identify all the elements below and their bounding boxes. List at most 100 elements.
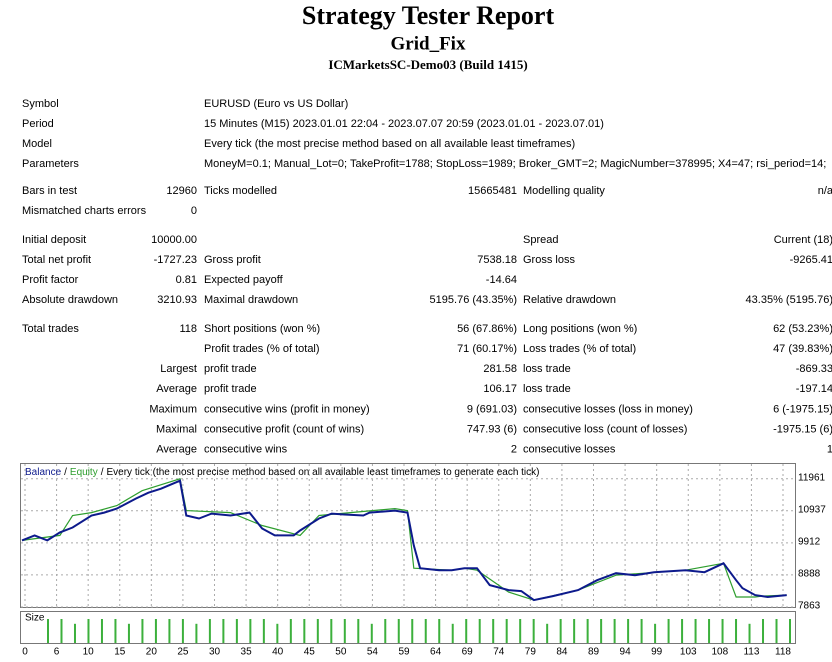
report-cell: -197.14 [796, 383, 832, 395]
report-cell: EURUSD (Euro vs US Dollar) [204, 98, 348, 110]
report-cell: consecutive wins [204, 444, 288, 456]
chart-caption: Every tick (the most precise method base… [107, 467, 540, 478]
report-cell: consecutive losses [523, 444, 616, 456]
report-cell: 0 [191, 205, 197, 217]
size-bar [289, 619, 292, 643]
size-bar [492, 619, 495, 643]
report-cell: 2 [511, 444, 517, 456]
report-cell: 12960 [166, 185, 197, 197]
size-bar [114, 619, 117, 643]
size-bar [451, 623, 454, 643]
report-cell: Mismatched charts errors [22, 205, 147, 217]
series-line [21, 478, 787, 601]
size-bar [438, 619, 441, 643]
size-bar [87, 619, 90, 643]
report-cell: consecutive losses (loss in money) [523, 403, 693, 415]
report-cell: Gross profit [204, 254, 261, 266]
size-bar [60, 619, 63, 643]
size-bar [654, 623, 657, 643]
x-tick-label: 0 [22, 647, 28, 658]
size-frame [20, 611, 796, 644]
report-cell: 281.58 [483, 363, 517, 375]
expert-name: Grid_Fix [391, 33, 466, 54]
size-bar [208, 619, 211, 643]
report-cell: 71 (60.17%) [457, 343, 517, 355]
size-bar [667, 619, 670, 643]
size-bar [262, 619, 265, 643]
size-bar [47, 619, 49, 643]
server-name: ICMarketsSC-Demo03 (Build 1415) [328, 57, 527, 72]
size-bar [789, 619, 791, 643]
report-cell: consecutive loss (count of losses) [523, 423, 687, 435]
size-bar [127, 623, 130, 643]
x-tick-label: 54 [367, 647, 379, 658]
size-bar [181, 619, 184, 643]
x-tick-label: 84 [556, 647, 568, 658]
size-bar [249, 619, 252, 643]
size-bar [195, 623, 198, 643]
legend-entry: Equity [70, 467, 98, 478]
report-cell: Modelling quality [523, 185, 605, 197]
report-cell: Profit factor [22, 274, 79, 286]
size-bar [73, 623, 76, 643]
report-cell: 43.35% (5195.76) [746, 294, 832, 306]
x-tick-label: 89 [588, 647, 600, 658]
report-cell: Total trades [22, 323, 79, 335]
report-cell: 6 (-1975.15) [773, 403, 832, 415]
size-bar [141, 619, 144, 643]
size-bar [424, 619, 427, 643]
report-cell: Expected payoff [204, 274, 284, 286]
report-cell: -1727.23 [154, 254, 197, 266]
size-bar [235, 619, 238, 643]
size-bar [613, 619, 616, 643]
report-cell: Spread [523, 234, 558, 246]
report-cell: Bars in test [22, 185, 77, 197]
size-bar [762, 619, 765, 643]
legend-separator: / [101, 467, 104, 478]
report-cell: 118 [179, 323, 197, 335]
report-cell: Largest [160, 363, 197, 375]
report-cell: 7538.18 [477, 254, 517, 266]
x-tick-label: 20 [146, 647, 158, 658]
report-cell: Long positions (won %) [523, 323, 637, 335]
report-cell: Period [22, 118, 54, 130]
report-cell: Ticks modelled [204, 185, 277, 197]
report-cell: Absolute drawdown [22, 294, 118, 306]
report-cell: Symbol [22, 98, 59, 110]
report-cell: loss trade [523, 363, 571, 375]
chart-legend: Balance / Equity / Every tick (the most prec… [25, 467, 539, 478]
report-cell: 1 [827, 444, 832, 456]
size-label: Size [25, 613, 45, 624]
report-cell: 747.93 (6) [467, 423, 517, 435]
report-cell: Relative drawdown [523, 294, 616, 306]
report-cell: 15665481 [468, 185, 517, 197]
report-cell: 3210.93 [157, 294, 197, 306]
legend-entry: Balance [25, 467, 62, 478]
x-tick-label: 25 [177, 647, 189, 658]
size-bar [330, 619, 333, 643]
x-tick-label: 59 [398, 647, 410, 658]
report-cell: 9 (691.03) [467, 403, 517, 415]
x-tick-label: 35 [241, 647, 253, 658]
size-bar [519, 619, 522, 643]
size-bar [505, 619, 508, 643]
size-bar [721, 619, 724, 643]
size-bar [627, 619, 630, 643]
size-bar [222, 619, 225, 643]
x-tick-label: 64 [430, 647, 442, 658]
report-cell: loss trade [523, 383, 571, 395]
x-tick-label: 69 [462, 647, 474, 658]
size-bar [694, 619, 697, 643]
report-cell: Gross loss [523, 254, 575, 266]
size-bar [600, 619, 603, 643]
report-cell: 0.81 [176, 274, 197, 286]
report-cell: 56 (67.86%) [457, 323, 517, 335]
report-cell: 47 (39.83%) [773, 343, 832, 355]
y-tick-label: 9912 [798, 537, 821, 548]
report-cell: Parameters [22, 158, 79, 170]
size-bar [573, 619, 576, 643]
x-tick-label: 15 [114, 647, 126, 658]
size-bar [532, 619, 535, 643]
x-tick-label: 108 [711, 647, 728, 658]
chart-frame [20, 463, 796, 608]
